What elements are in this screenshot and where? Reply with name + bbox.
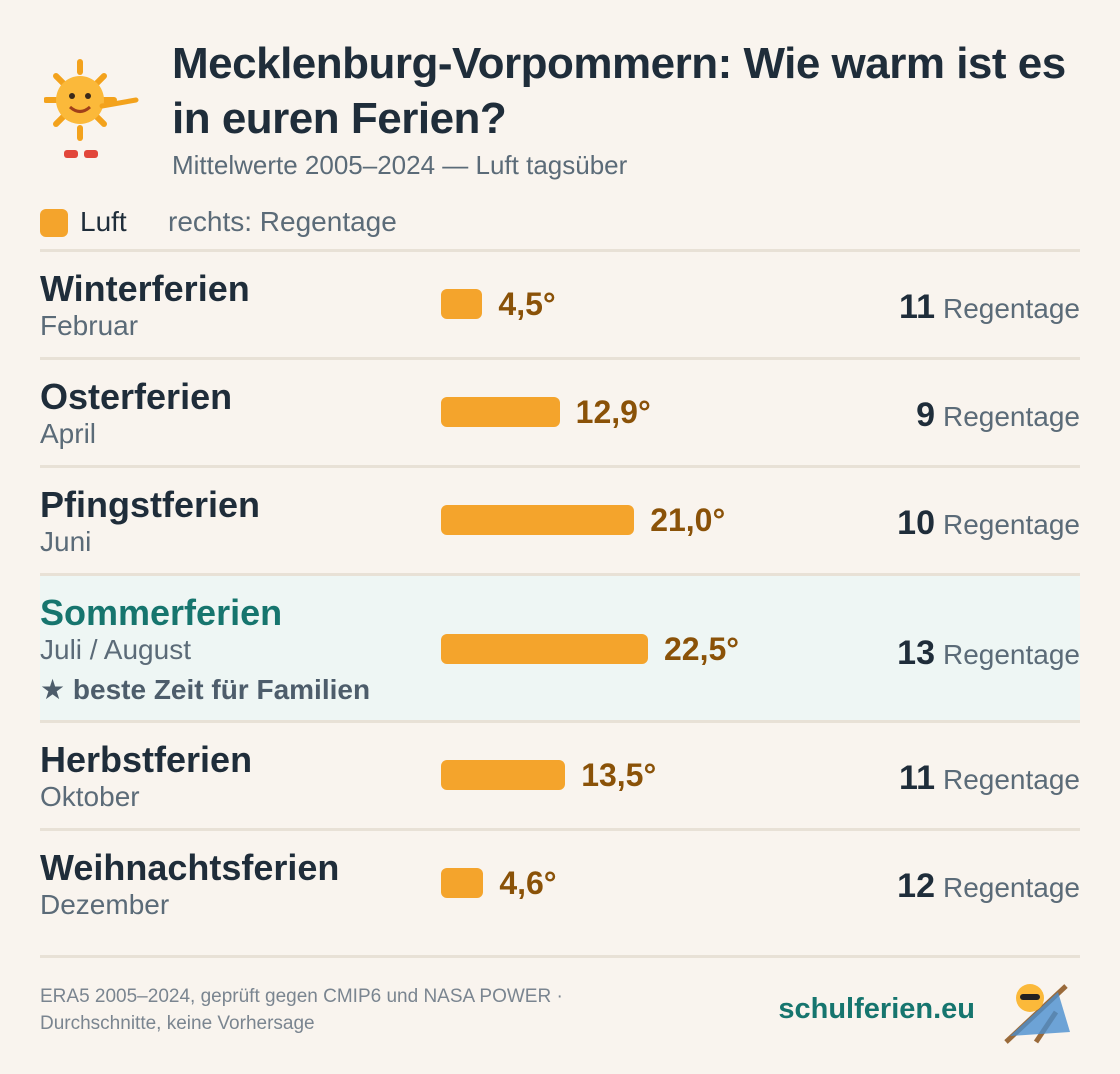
value-label: 13,5°	[581, 757, 657, 793]
rain-days: 11 Regentage	[899, 759, 1080, 798]
bar	[441, 505, 635, 535]
highlight-note: ★ beste Zeit für Familien	[40, 673, 370, 706]
rain-days: 12 Regentage	[897, 867, 1080, 906]
value-label: 21,0°	[650, 502, 726, 538]
value-label: 4,5°	[498, 286, 556, 322]
rain-unit: Regentage	[942, 639, 1080, 670]
row: Herbstferien Oktober 13,5° 11 Regentage	[40, 723, 1080, 831]
legend-swatch	[40, 209, 68, 237]
bar	[441, 397, 560, 427]
source: ERA5 2005–2024, geprüft gegen CMIP6 und …	[40, 986, 563, 1007]
category-label: Herbstferien	[40, 739, 253, 780]
title: Mecklenburg-Vorpommern: Wie warm ist es …	[172, 39, 1066, 143]
legend-note: rechts: Regentage	[168, 206, 397, 237]
rain-value: 9	[916, 396, 935, 434]
period-label: Juli / August	[40, 634, 191, 665]
brand: schulferien.eu	[778, 993, 975, 1025]
row: Pfingstferien Juni 21,0° 10 Regentage	[40, 468, 1080, 576]
note-text: beste Zeit für Familien	[72, 674, 371, 705]
period-label: April	[40, 418, 97, 449]
category-label: Weihnachtsferien	[40, 847, 340, 888]
rain-value: 12	[897, 867, 935, 905]
value-label: 22,5°	[664, 631, 740, 667]
row: Osterferien April 12,9° 9 Regentage	[40, 360, 1080, 468]
rain-unit: Regentage	[942, 872, 1080, 903]
bar	[441, 760, 566, 790]
subtitle: Mittelwerte 2005–2024 — Luft tagsüber	[172, 150, 628, 180]
period-label: Juni	[40, 526, 92, 557]
bar	[441, 634, 648, 664]
sun-mascot	[44, 59, 139, 158]
rows: Winterferien Februar 4,5° 11 Regentage Osterf…	[40, 249, 1080, 958]
row: Weihnachtsferien Dezember 4,6° 12 Regentage	[40, 831, 1080, 958]
rain-value: 13	[897, 634, 935, 672]
period-label: Oktober	[40, 781, 140, 812]
value-label: 4,6°	[499, 865, 557, 901]
rain-unit: Regentage	[942, 293, 1080, 324]
rain-days: 13 Regentage	[897, 634, 1080, 673]
category-label: Sommerferien	[40, 592, 283, 633]
bar	[441, 868, 484, 898]
rain-unit: Regentage	[942, 509, 1080, 540]
category-label: Osterferien	[40, 376, 233, 417]
lounger-icon	[1004, 984, 1070, 1044]
period-label: Februar	[40, 310, 139, 341]
rain-unit: Regentage	[942, 764, 1080, 795]
star-icon: ★	[40, 674, 73, 705]
rain-days: 9 Regentage	[916, 396, 1080, 435]
rain-value: 11	[899, 288, 935, 326]
bar	[441, 289, 483, 319]
rain-days: 10 Regentage	[897, 504, 1080, 543]
source: Durchschnitte, keine Vorhersage	[40, 1013, 315, 1034]
category-label: Winterferien	[40, 268, 250, 309]
row: Winterferien Februar 4,5° 11 Regentage	[40, 252, 1080, 360]
rain-value: 10	[897, 504, 935, 542]
rain-unit: Regentage	[942, 401, 1080, 432]
value-label: 12,9°	[575, 394, 651, 430]
category-label: Pfingstferien	[40, 484, 261, 525]
legend-label: Luft	[80, 206, 127, 237]
row: Sommerferien Juli / August ★ beste Zeit fü…	[40, 576, 1080, 723]
rain-days: 11 Regentage	[899, 288, 1080, 327]
rain-value: 11	[899, 759, 935, 797]
period-label: Dezember	[40, 889, 170, 920]
